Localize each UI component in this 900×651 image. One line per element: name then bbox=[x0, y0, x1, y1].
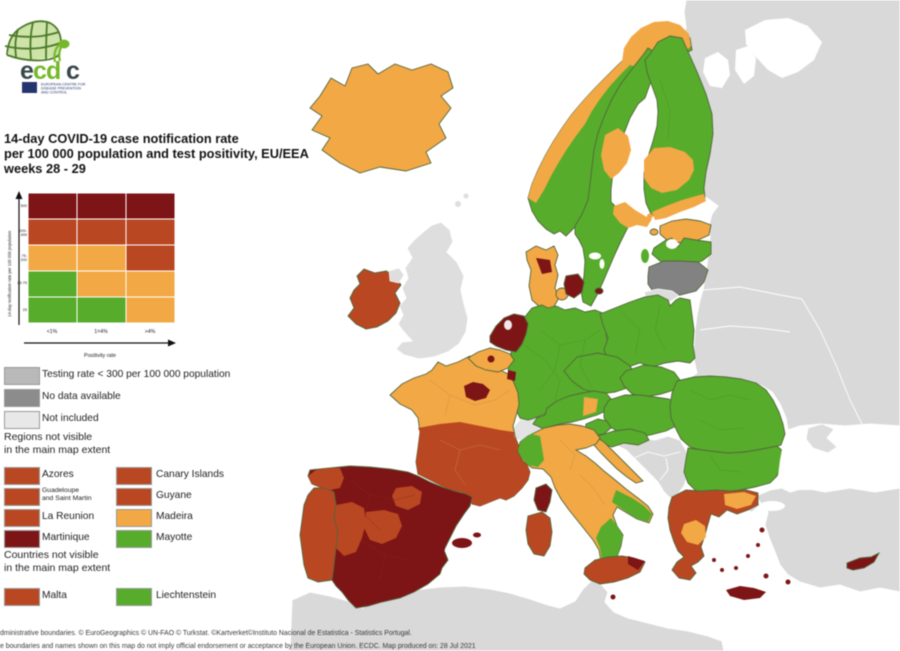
svg-text:499: 499 bbox=[21, 233, 27, 237]
svg-text:DISEASE PREVENTION: DISEASE PREVENTION bbox=[41, 87, 81, 91]
svg-text:EUROPEAN CENTRE FOR: EUROPEAN CENTRE FOR bbox=[41, 83, 86, 87]
svg-text:>4%: >4% bbox=[145, 329, 156, 335]
svg-text:d: d bbox=[46, 57, 61, 85]
svg-text:200-: 200- bbox=[19, 229, 27, 233]
svg-text:c: c bbox=[33, 57, 47, 85]
svg-text:200: 200 bbox=[21, 258, 27, 262]
svg-text:25: 25 bbox=[23, 308, 27, 312]
svg-text:Positivity rate: Positivity rate bbox=[84, 353, 116, 359]
svg-text:<1%: <1% bbox=[47, 329, 58, 335]
svg-text:75-: 75- bbox=[22, 254, 28, 258]
svg-text:c: c bbox=[66, 57, 80, 85]
svg-text:e: e bbox=[20, 57, 34, 85]
svg-text:14-day notification rate per 1: 14-day notification rate per 100 000 pop… bbox=[7, 230, 12, 317]
svg-text:AND CONTROL: AND CONTROL bbox=[41, 91, 67, 95]
svg-text:25-75: 25-75 bbox=[17, 281, 27, 285]
svg-text:1=4%: 1=4% bbox=[94, 329, 108, 335]
svg-text:500: 500 bbox=[21, 204, 27, 208]
